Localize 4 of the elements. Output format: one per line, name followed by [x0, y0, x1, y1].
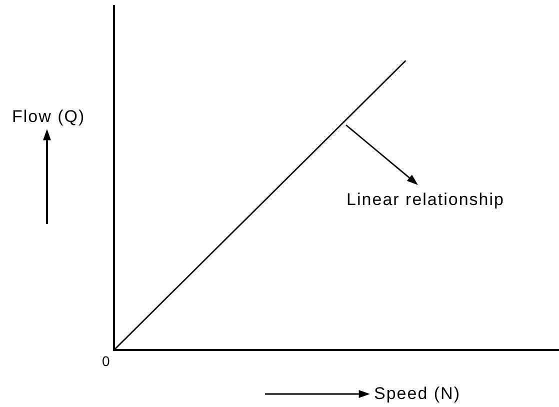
annotation: Linear relationship [346, 190, 504, 210]
y-axis-title: Flow (Q) [12, 107, 86, 126]
text: 0 [102, 353, 110, 369]
x-axis-title: Speed (N) [374, 384, 460, 403]
